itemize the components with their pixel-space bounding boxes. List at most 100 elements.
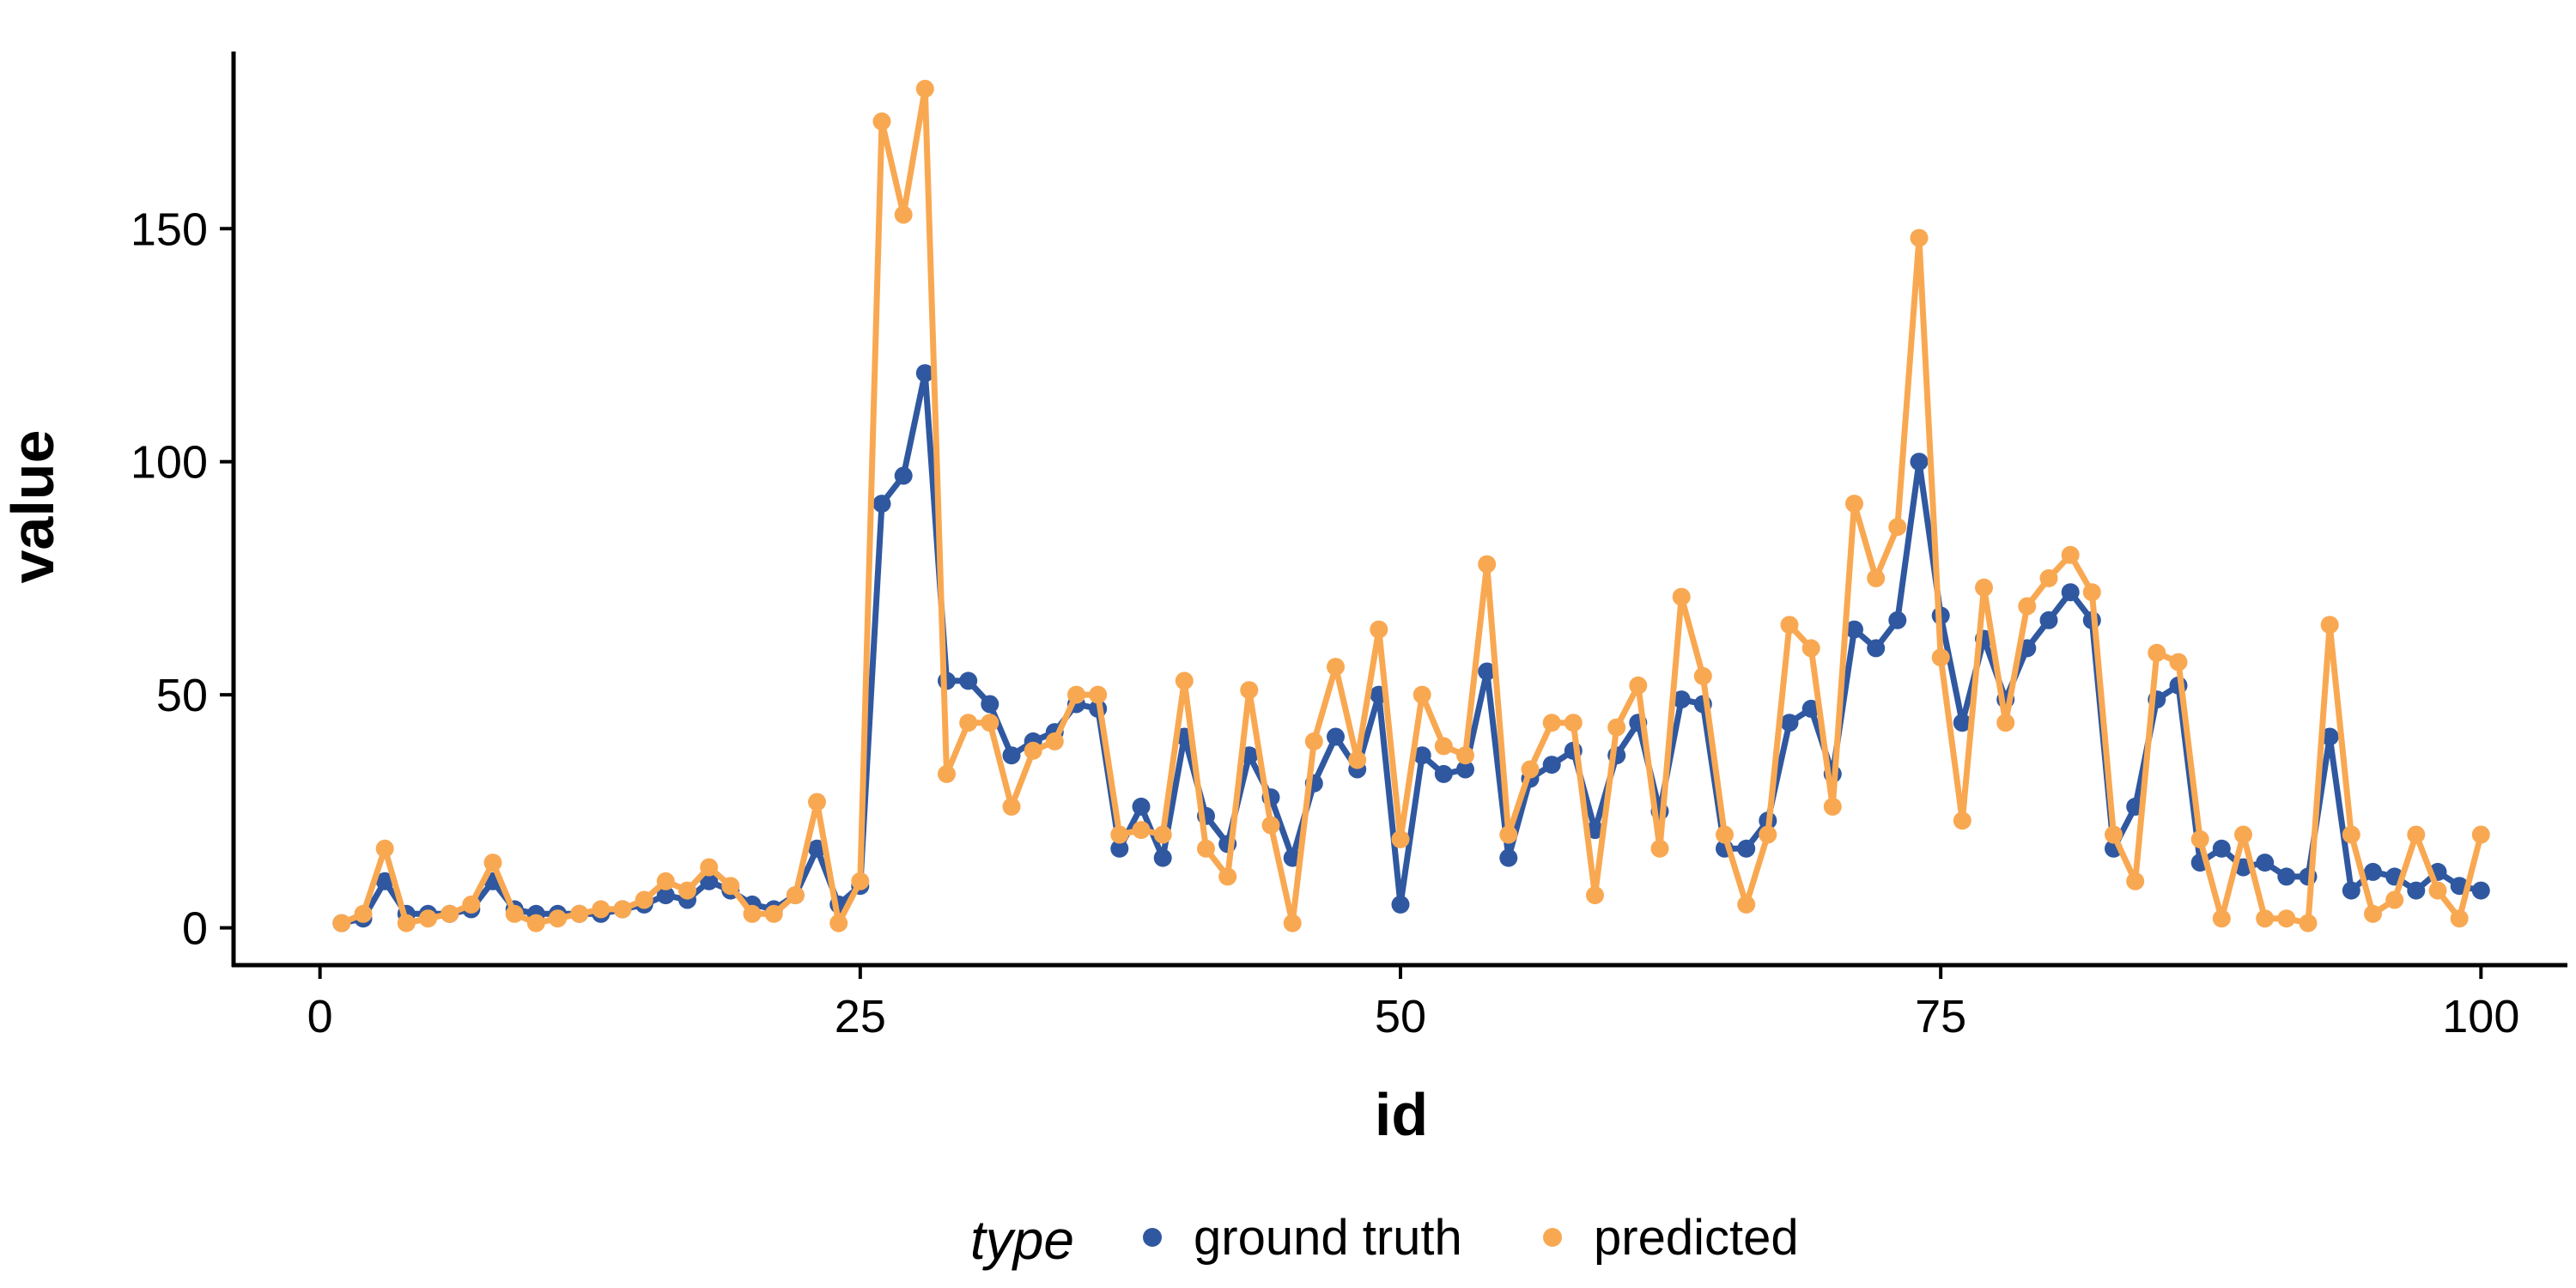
data-point-ground-truth [1391, 895, 1410, 914]
data-point-predicted [2126, 872, 2145, 890]
data-point-predicted [1391, 829, 1410, 848]
data-point-predicted [1975, 578, 1993, 597]
legend-label-ground-truth: ground truth [1194, 1210, 1462, 1266]
data-point-predicted [1845, 495, 1863, 513]
data-point-predicted [1823, 797, 1842, 816]
data-point-predicted [1716, 825, 1734, 844]
data-point-predicted [2320, 616, 2339, 635]
data-point-ground-truth [872, 495, 891, 513]
data-point-ground-truth [1737, 839, 1756, 858]
data-point-predicted [505, 904, 524, 923]
data-point-predicted [2018, 597, 2037, 616]
data-point-predicted [1304, 732, 1323, 750]
data-point-predicted [1996, 714, 2015, 732]
data-point-predicted [483, 854, 502, 872]
data-point-ground-truth [1910, 453, 1929, 471]
data-point-ground-truth [1153, 848, 1172, 867]
x-tick-label: 25 [835, 991, 886, 1042]
legend-key-ground-truth [1143, 1228, 1162, 1247]
data-point-ground-truth [1867, 639, 1886, 658]
data-point-ground-truth [915, 364, 934, 383]
data-point-predicted [440, 904, 459, 923]
data-point-predicted [635, 890, 653, 909]
data-point-predicted [2450, 909, 2469, 928]
data-point-ground-truth [2471, 881, 2490, 900]
data-point-predicted [570, 904, 589, 923]
data-point-predicted [1261, 816, 1280, 835]
data-point-predicted [549, 909, 567, 928]
data-point-predicted [2105, 825, 2123, 844]
data-point-predicted [375, 839, 394, 858]
data-point-ground-truth [2061, 583, 2080, 602]
data-point-predicted [1197, 839, 1215, 858]
data-point-predicted [808, 793, 826, 811]
data-point-predicted [1327, 658, 1345, 677]
data-point-predicted [526, 914, 545, 933]
y-tick-label: 150 [131, 204, 208, 255]
data-point-predicted [1607, 718, 1626, 737]
data-point-predicted [915, 79, 934, 98]
data-point-ground-truth [1132, 797, 1151, 816]
data-point-predicted [678, 881, 696, 900]
data-point-predicted [592, 900, 611, 919]
data-point-predicted [2364, 904, 2382, 923]
data-point-ground-truth [1110, 839, 1129, 858]
data-point-ground-truth [1478, 662, 1497, 681]
data-point-predicted [1283, 914, 1302, 933]
data-point-predicted [1499, 825, 1518, 844]
x-tick-label: 75 [1915, 991, 1966, 1042]
data-point-predicted [1521, 760, 1540, 779]
data-point-ground-truth [1888, 611, 1907, 629]
data-point-predicted [1759, 825, 1777, 844]
series-ground-truth [332, 364, 2490, 933]
data-point-predicted [2061, 545, 2080, 564]
data-point-predicted [1650, 839, 1669, 858]
data-point-predicted [613, 900, 632, 919]
data-point-predicted [1910, 228, 1929, 247]
data-point-ground-truth [894, 466, 913, 485]
data-point-predicted [656, 872, 675, 890]
data-point-predicted [1218, 867, 1237, 886]
data-point-ground-truth [1327, 727, 1345, 746]
data-point-ground-truth [2342, 881, 2360, 900]
data-point-predicted [462, 895, 481, 914]
data-point-ground-truth [981, 695, 999, 714]
data-point-predicted [851, 872, 870, 890]
data-point-predicted [700, 858, 719, 877]
data-point-predicted [721, 877, 740, 896]
data-point-ground-truth [2039, 611, 2058, 629]
data-point-predicted [786, 886, 805, 905]
data-point-predicted [332, 914, 351, 933]
legend-label-predicted: predicted [1594, 1210, 1799, 1266]
data-point-ground-truth [700, 872, 719, 890]
data-point-predicted [2277, 909, 2296, 928]
data-point-predicted [1089, 685, 1108, 704]
data-point-predicted [354, 904, 373, 923]
data-point-predicted [2385, 890, 2404, 909]
data-point-predicted [2471, 825, 2490, 844]
data-point-ground-truth [2364, 862, 2382, 881]
data-point-predicted [1024, 741, 1042, 760]
series-predicted [332, 79, 2490, 933]
data-point-ground-truth [2212, 839, 2231, 858]
data-point-predicted [2256, 909, 2275, 928]
data-point-ground-truth [656, 886, 675, 905]
data-point-predicted [1693, 666, 1712, 685]
data-point-predicted [2148, 643, 2166, 662]
data-point-predicted [419, 909, 437, 928]
x-tick-label: 0 [307, 991, 333, 1042]
data-point-predicted [1780, 616, 1799, 635]
plot-area [332, 79, 2490, 933]
data-point-predicted [981, 714, 999, 732]
data-point-ground-truth [1434, 764, 1453, 783]
data-point-predicted [1067, 685, 1085, 704]
data-point-predicted [1478, 555, 1497, 574]
y-axis-title: value [0, 430, 66, 584]
x-tick-label: 50 [1375, 991, 1426, 1042]
data-point-predicted [1564, 714, 1583, 732]
data-point-predicted [1672, 587, 1691, 606]
data-point-predicted [872, 112, 891, 131]
data-point-predicted [1413, 685, 1431, 704]
y-tick-label: 0 [182, 903, 208, 955]
